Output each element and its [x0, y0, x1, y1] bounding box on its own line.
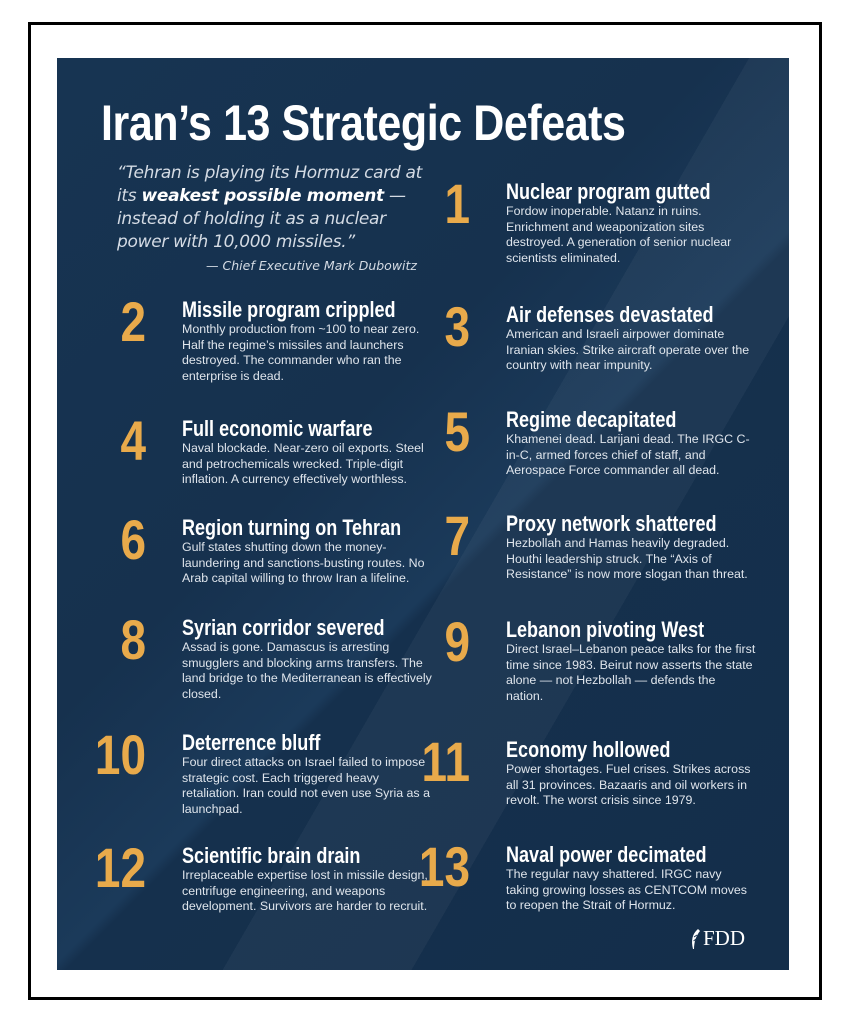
item-number: 6 [120, 508, 146, 571]
item-number: 10 [94, 723, 146, 786]
item-heading: Full economic warfare [182, 416, 373, 441]
item-number: 3 [444, 295, 470, 358]
item-text: Naval blockade. Near-zero oil exports. S… [182, 441, 424, 486]
item-text: Four direct attacks on Israel failed to … [182, 755, 430, 816]
background-sheen [57, 58, 789, 970]
item-heading: Proxy network shattered [506, 511, 717, 536]
logo-text: FDD [703, 926, 746, 950]
item-heading: Region turning on Tehran [182, 515, 402, 540]
item-text: Irreplaceable expertise lost in missile … [182, 868, 428, 913]
item-heading: Lebanon pivoting West [506, 617, 705, 642]
item-number: 2 [120, 290, 146, 353]
item-text: Gulf states shutting down the money-laun… [182, 540, 425, 585]
item-number: 13 [418, 835, 470, 898]
item-heading: Nuclear program gutted [506, 179, 711, 204]
item-text: The regular navy shattered. IRGC navy ta… [506, 867, 748, 912]
item-heading: Economy hollowed [506, 737, 671, 762]
item-text: Power shortages. Fuel crises. Strikes ac… [506, 762, 751, 807]
item-heading: Air defenses devastated [506, 302, 714, 327]
item-number: 9 [444, 610, 470, 673]
item-text: Direct Israel–Lebanon peace talks for th… [506, 642, 756, 703]
item-number: 5 [444, 400, 470, 463]
item-number: 11 [421, 730, 470, 793]
item-number: 7 [444, 504, 470, 567]
item-heading: Deterrence bluff [182, 730, 321, 755]
item-heading: Missile program crippled [182, 297, 396, 322]
item-number: 4 [120, 409, 146, 472]
item-number: 1 [444, 172, 470, 235]
poster-title: Iran’s 13 Strategic Defeats [101, 95, 626, 151]
item-text: Khamenei dead. Larijani dead. The IRGC C… [506, 432, 750, 477]
item-text: Hezbollah and Hamas heavily degraded. Ho… [506, 536, 748, 581]
quote-part-1: “Tehran is playing its Hormuz card at it… [117, 163, 422, 206]
item-text: Monthly production from ~100 to near zer… [182, 322, 420, 383]
item-heading: Naval power decimated [506, 842, 707, 867]
quote-emphasis: weakest possible moment [141, 186, 384, 206]
quote: “Tehran is playing its Hormuz card at it… [117, 162, 437, 254]
item-heading: Scientific brain drain [182, 843, 361, 868]
infographic-poster: Iran’s 13 Strategic Defeats “Tehran is p… [57, 58, 789, 970]
quote-part-2: — instead of holding it as a nuclear pow… [117, 186, 406, 252]
fdd-logo: FDD [689, 926, 745, 951]
quill-icon [692, 928, 700, 949]
page-border [28, 22, 822, 1000]
item-text: Fordow inoperable. Natanz in ruins. Enri… [506, 204, 732, 265]
item-number: 8 [120, 608, 146, 671]
item-heading: Syrian corridor severed [182, 615, 385, 640]
item-text: Assad is gone. Damascus is arresting smu… [182, 640, 432, 701]
item-heading: Regime decapitated [506, 407, 677, 432]
item-number: 12 [94, 836, 146, 899]
quote-attribution: — Chief Executive Mark Dubowitz [206, 258, 417, 273]
item-text: American and Israeli airpower dominate I… [506, 327, 750, 372]
